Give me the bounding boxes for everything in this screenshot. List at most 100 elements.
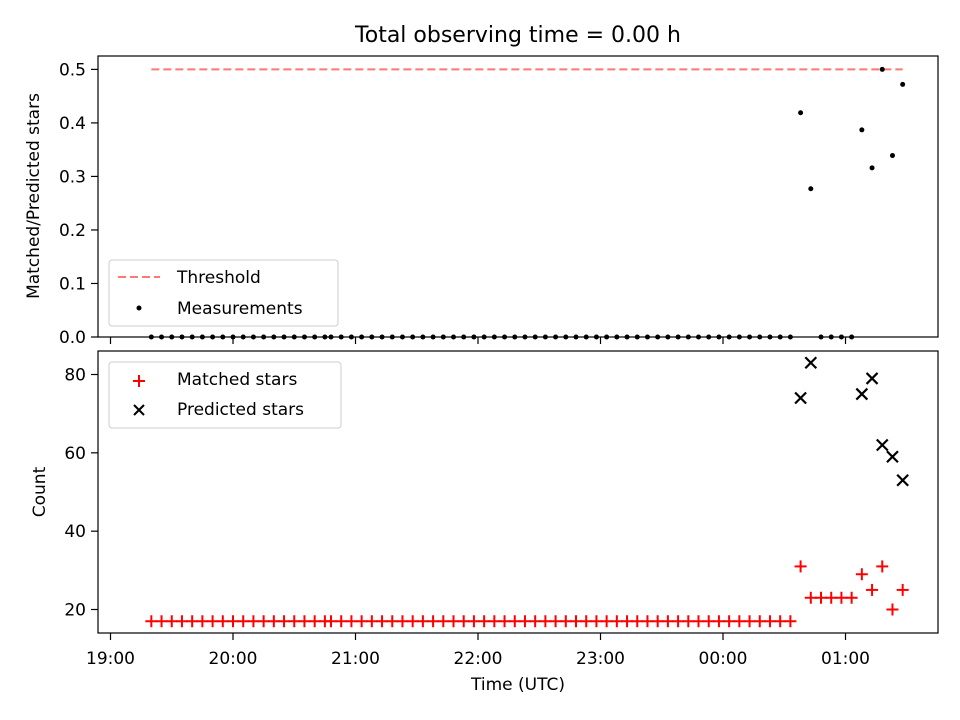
measurement-point — [808, 186, 814, 192]
matched-star-point — [437, 615, 450, 628]
matched-star-point — [488, 615, 501, 628]
matched-star-point — [661, 615, 674, 628]
predicted-star-point — [875, 438, 889, 452]
top-y-ticks: 0.0 0.1 0.2 0.3 0.4 0.5 — [59, 60, 98, 348]
x-tick-label: 19:00 — [86, 649, 135, 669]
bottom-y-ticks: 20 40 60 80 — [64, 366, 98, 621]
bottom-legend: Matched stars Predicted stars — [108, 361, 342, 429]
measurement-point — [879, 66, 885, 72]
matched-star-point — [825, 591, 838, 604]
matched-star-point — [549, 615, 562, 628]
matched-star-point — [267, 615, 280, 628]
x-tick-label: 21:00 — [331, 649, 380, 669]
matched-star-point — [600, 615, 613, 628]
matched-star-point — [733, 615, 746, 628]
predicted-star-point — [804, 356, 818, 370]
matched-star-point — [570, 615, 583, 628]
matched-star-point — [355, 615, 368, 628]
matched-legend-swatch — [133, 375, 145, 387]
matched-star-point — [376, 615, 389, 628]
matched-star-point — [386, 615, 399, 628]
predicted-legend-swatch — [133, 404, 145, 416]
top-y-tick-label: 0.5 — [59, 60, 86, 80]
matched-star-point — [345, 615, 358, 628]
matched-star-point — [325, 615, 338, 628]
matched-star-point — [866, 583, 879, 596]
matched-star-point — [498, 615, 511, 628]
matched-star-point — [145, 615, 158, 628]
bottom-y-tick-label: 60 — [64, 444, 86, 464]
top-y-tick-label: 0.1 — [59, 274, 86, 294]
top-y-axis-label: Matched/Predicted stars — [24, 93, 44, 299]
matched-star-point — [155, 615, 168, 628]
matched-star-point — [447, 615, 460, 628]
bottom-panel: 20 40 60 80 19:00 20:00 21:00 22:00 23:00 00:00 0… — [30, 350, 939, 695]
matched-star-point — [886, 603, 899, 616]
x-tick-label: 23:00 — [576, 649, 625, 669]
threshold-legend-label: Threshold — [176, 268, 261, 288]
predicted-legend-label: Predicted stars — [177, 400, 304, 420]
matched-star-point — [835, 591, 848, 604]
matched-star-point — [559, 615, 572, 628]
matched-star-point — [206, 615, 219, 628]
matched-star-point — [896, 583, 909, 596]
measurement-point — [900, 81, 906, 87]
matched-star-point — [702, 615, 715, 628]
matched-star-point — [743, 615, 756, 628]
matched-star-point — [508, 615, 521, 628]
top-y-tick-label: 0.4 — [59, 114, 86, 134]
top-y-tick-label: 0.3 — [59, 167, 86, 187]
top-panel: 0.0 0.1 0.2 0.3 0.4 0.5 Matched/Predicted sta… — [24, 55, 939, 348]
matched-star-point — [457, 615, 470, 628]
matched-star-point — [641, 615, 654, 628]
matched-star-point — [298, 615, 311, 628]
matched-star-point — [478, 615, 491, 628]
measurements-legend-swatch — [136, 305, 142, 311]
matched-star-point — [539, 615, 552, 628]
bottom-y-tick-label: 80 — [64, 366, 86, 386]
bottom-y-tick-label: 40 — [64, 522, 86, 542]
matched-star-point — [237, 615, 250, 628]
top-axes-frame — [97, 55, 939, 338]
matched-star-point — [278, 615, 291, 628]
predicted-star-point — [794, 391, 807, 405]
predicted-star-point — [896, 473, 909, 487]
matched-star-point — [227, 615, 240, 628]
bottom-plot-area — [145, 356, 909, 628]
matched-star-point — [467, 615, 480, 628]
x-tick-label: 00:00 — [699, 649, 748, 669]
top-y-tick-label: 0.0 — [59, 328, 86, 348]
matched-star-point — [682, 615, 695, 628]
measurement-point — [869, 165, 875, 171]
matched-star-point — [774, 615, 787, 628]
matched-star-point — [529, 615, 542, 628]
predicted-star-point — [886, 450, 899, 464]
matched-star-point — [427, 615, 440, 628]
bottom-y-axis-label: Count — [30, 466, 50, 517]
matched-star-point — [855, 568, 868, 581]
matched-star-point — [186, 615, 199, 628]
matched-star-point — [335, 615, 348, 628]
matched-star-point — [712, 615, 725, 628]
matched-star-point — [672, 615, 685, 628]
x-tick-label: 01:00 — [821, 649, 870, 669]
top-legend-box — [108, 259, 339, 327]
measurement-point — [859, 127, 865, 133]
bottom-y-tick-label: 20 — [64, 601, 86, 621]
matched-star-point — [590, 615, 603, 628]
matched-star-point — [365, 615, 378, 628]
matched-star-point — [580, 615, 593, 628]
matched-star-point — [815, 591, 828, 604]
matched-star-point — [518, 615, 531, 628]
matched-star-point — [165, 615, 178, 628]
x-tick-label: 20:00 — [209, 649, 258, 669]
matched-star-point — [763, 615, 776, 628]
matched-star-point — [216, 615, 229, 628]
matched-star-point — [753, 615, 766, 628]
matched-star-point — [876, 560, 889, 573]
matched-star-point — [845, 591, 858, 604]
matched-star-point — [784, 615, 797, 628]
measurement-point — [798, 110, 804, 116]
top-x-ticks — [109, 337, 847, 344]
